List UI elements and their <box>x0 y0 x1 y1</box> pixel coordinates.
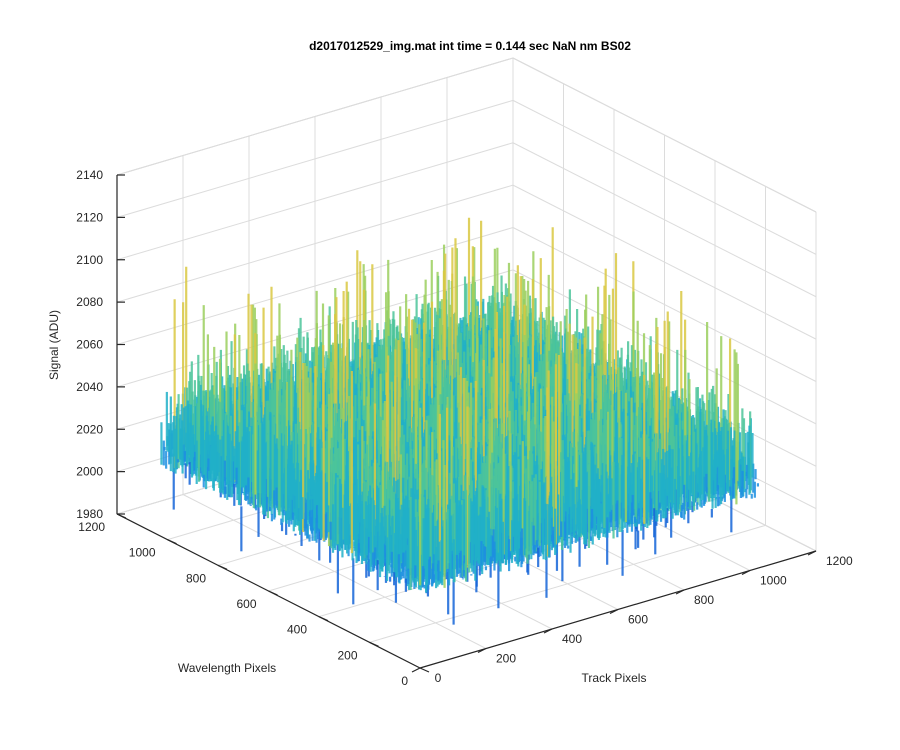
grid-line-z-back <box>116 184 514 303</box>
grid-line-z-side <box>512 99 817 255</box>
grid-line-z-back <box>116 99 514 218</box>
grid-line-z-side <box>512 57 817 213</box>
grid-line-z-side <box>512 184 817 340</box>
grid-line-z-side <box>512 227 817 382</box>
grid-line-y-floor <box>369 524 766 643</box>
grid-line-z-back <box>116 142 514 261</box>
chart-title: d2017012529_img.mat int time = 0.144 sec… <box>309 39 631 53</box>
grid-line-z-back <box>116 57 514 176</box>
grid-line-z-side <box>512 142 817 298</box>
surface <box>160 217 760 625</box>
